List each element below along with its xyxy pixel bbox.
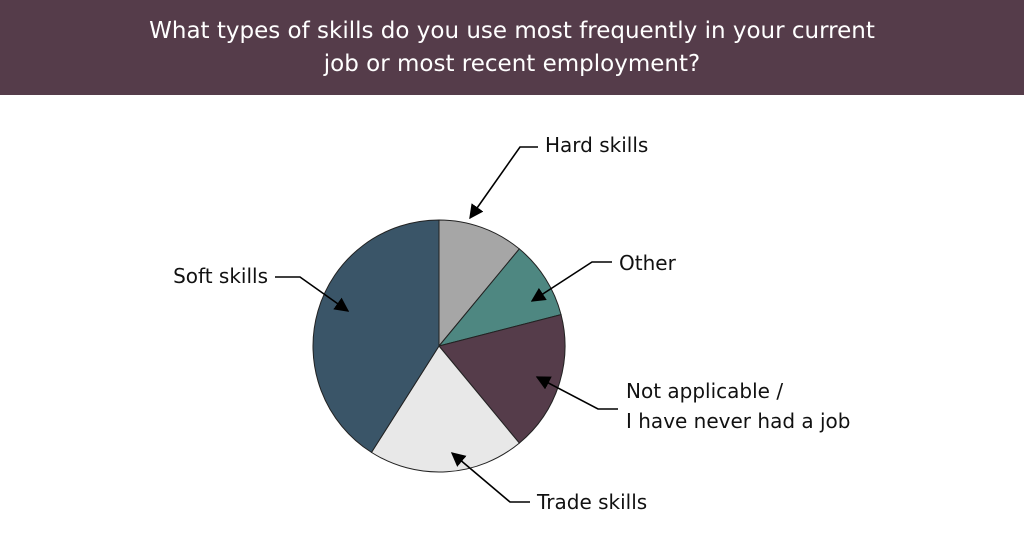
- leader-trade-skills: [450, 452, 530, 503]
- leader-lines: [275, 146, 618, 503]
- pie-slice-soft-skills: [312, 219, 440, 454]
- leader-other: [530, 261, 612, 302]
- label-not-applicable-line1: Not applicable /: [626, 379, 783, 403]
- pie-slice-hard-skills: [438, 219, 521, 348]
- leader-not-applicable: [535, 376, 618, 410]
- pie-slice-other: [437, 248, 562, 347]
- pie-slice-not-applicable-i-have-never-had-a-job: [438, 314, 566, 444]
- label-hard-skills: Hard skills: [545, 133, 648, 157]
- title-bar: What types of skills do you use most fre…: [0, 0, 1024, 95]
- label-soft-skills: Soft skills: [173, 264, 268, 288]
- pie-slice-trade-skills: [370, 345, 521, 473]
- chart-title: What types of skills do you use most fre…: [149, 17, 875, 77]
- label-other: Other: [619, 251, 677, 275]
- label-trade-skills: Trade skills: [536, 490, 647, 514]
- leader-soft-skills: [275, 276, 350, 312]
- label-not-applicable-line2: I have never had a job: [626, 409, 850, 433]
- leader-hard-skills: [469, 146, 538, 220]
